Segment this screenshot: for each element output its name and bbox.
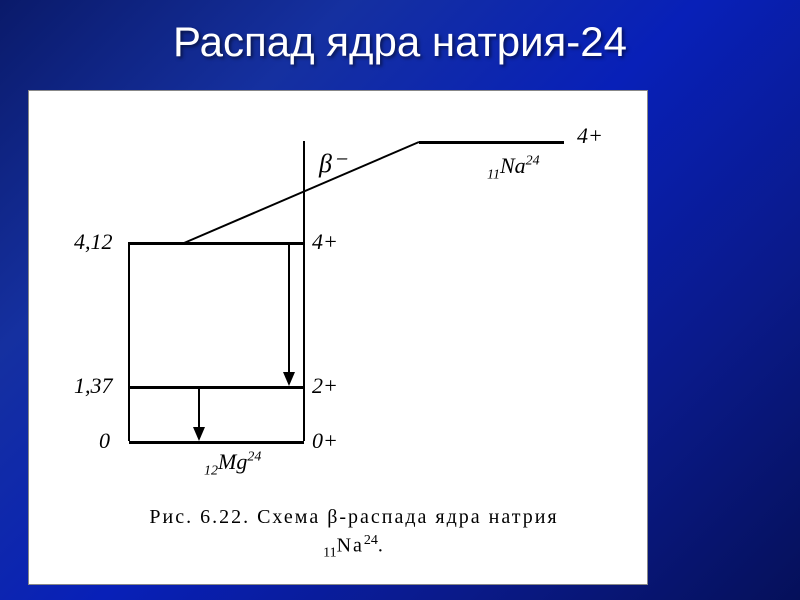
figure-container: 4+ 11Na24 β⁻ 4,12 4+ — [28, 90, 648, 585]
spin-1p37: 2+ — [312, 373, 338, 399]
daughter-nuclide-label: 12Mg24 — [204, 449, 261, 479]
level-0 — [129, 441, 304, 444]
energy-1p37: 1,37 — [74, 373, 113, 399]
energy-0: 0 — [99, 428, 110, 454]
decay-diagram: 4+ 11Na24 β⁻ 4,12 4+ — [29, 91, 647, 584]
spin-0: 0+ — [312, 428, 338, 454]
energy-4p12: 4,12 — [74, 229, 113, 255]
spin-4p12: 4+ — [312, 229, 338, 255]
level-4p12 — [129, 242, 304, 245]
slide-title: Распад ядра натрия-24 — [0, 0, 800, 66]
beta-label: β⁻ — [319, 149, 346, 179]
level-1p37 — [129, 386, 304, 389]
figure-caption: Рис. 6.22. Схема β-распада ядра натрия 1… — [119, 506, 589, 562]
